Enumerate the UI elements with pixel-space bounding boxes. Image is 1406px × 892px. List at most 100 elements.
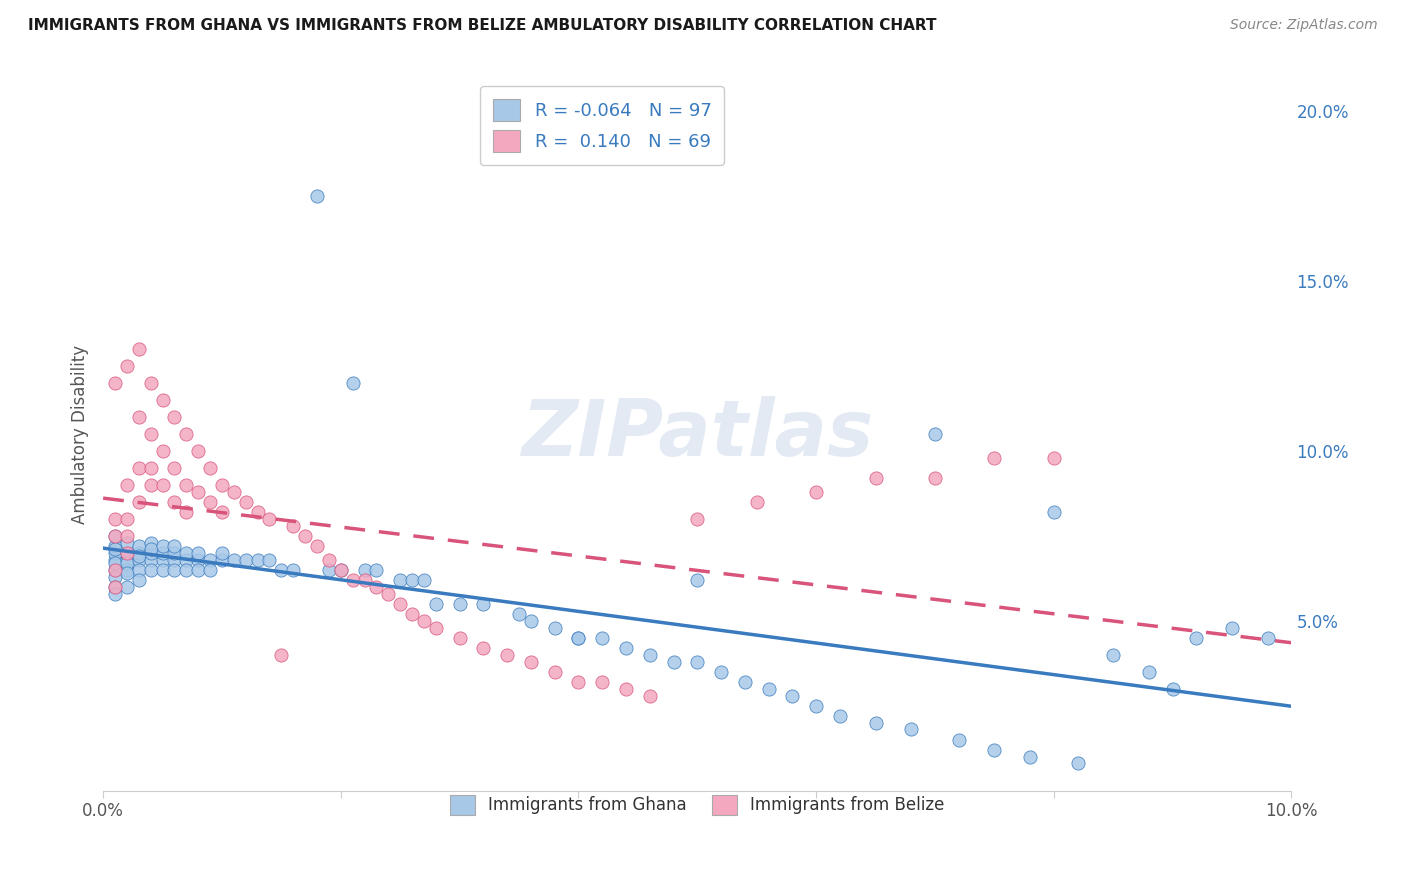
Point: [163, 410, 186, 425]
Point: [329, 563, 352, 577]
Point: [152, 539, 174, 553]
Point: [176, 478, 198, 492]
Point: [211, 552, 233, 566]
Point: [401, 607, 423, 621]
Point: [353, 563, 375, 577]
Point: [152, 392, 174, 407]
Point: [342, 573, 364, 587]
Point: [187, 552, 209, 566]
Point: [318, 563, 340, 577]
Point: [104, 563, 127, 577]
Point: [591, 674, 613, 689]
Legend: Immigrants from Ghana, Immigrants from Belize: Immigrants from Ghana, Immigrants from B…: [440, 785, 955, 825]
Point: [115, 580, 138, 594]
Point: [804, 698, 827, 713]
Point: [389, 597, 412, 611]
Point: [305, 189, 328, 203]
Point: [128, 573, 150, 587]
Point: [425, 621, 447, 635]
Point: [128, 495, 150, 509]
Point: [318, 552, 340, 566]
Point: [638, 648, 661, 662]
Point: [104, 580, 127, 594]
Point: [152, 478, 174, 492]
Point: [128, 549, 150, 564]
Point: [389, 573, 412, 587]
Point: [591, 631, 613, 645]
Point: [662, 655, 685, 669]
Point: [259, 552, 281, 566]
Point: [924, 471, 946, 485]
Point: [115, 359, 138, 373]
Point: [686, 655, 709, 669]
Point: [139, 546, 162, 560]
Point: [270, 563, 292, 577]
Point: [1220, 621, 1243, 635]
Point: [329, 563, 352, 577]
Point: [211, 478, 233, 492]
Point: [270, 648, 292, 662]
Point: [139, 461, 162, 475]
Point: [734, 674, 756, 689]
Point: [187, 444, 209, 458]
Point: [139, 535, 162, 549]
Point: [413, 614, 436, 628]
Point: [401, 573, 423, 587]
Point: [425, 597, 447, 611]
Point: [115, 546, 138, 560]
Point: [235, 552, 257, 566]
Point: [115, 512, 138, 526]
Point: [1019, 749, 1042, 764]
Point: [104, 556, 127, 570]
Point: [294, 529, 316, 543]
Point: [187, 563, 209, 577]
Point: [1185, 631, 1208, 645]
Point: [377, 587, 399, 601]
Point: [104, 539, 127, 553]
Text: Source: ZipAtlas.com: Source: ZipAtlas.com: [1230, 18, 1378, 32]
Point: [163, 546, 186, 560]
Point: [104, 563, 127, 577]
Point: [104, 552, 127, 566]
Point: [115, 546, 138, 560]
Point: [865, 471, 887, 485]
Point: [865, 715, 887, 730]
Point: [198, 552, 221, 566]
Point: [152, 444, 174, 458]
Point: [1102, 648, 1125, 662]
Point: [520, 655, 543, 669]
Point: [924, 427, 946, 442]
Point: [115, 535, 138, 549]
Point: [567, 631, 589, 645]
Point: [567, 674, 589, 689]
Point: [496, 648, 519, 662]
Point: [115, 556, 138, 570]
Point: [614, 640, 637, 655]
Point: [152, 563, 174, 577]
Text: IMMIGRANTS FROM GHANA VS IMMIGRANTS FROM BELIZE AMBULATORY DISABILITY CORRELATIO: IMMIGRANTS FROM GHANA VS IMMIGRANTS FROM…: [28, 18, 936, 33]
Point: [128, 546, 150, 560]
Point: [115, 566, 138, 581]
Point: [163, 539, 186, 553]
Point: [508, 607, 530, 621]
Point: [104, 542, 127, 557]
Point: [686, 573, 709, 587]
Point: [104, 587, 127, 601]
Point: [128, 410, 150, 425]
Point: [283, 563, 305, 577]
Point: [115, 529, 138, 543]
Point: [366, 563, 388, 577]
Point: [176, 546, 198, 560]
Point: [520, 614, 543, 628]
Point: [163, 461, 186, 475]
Point: [948, 732, 970, 747]
Point: [1042, 505, 1064, 519]
Point: [139, 542, 162, 557]
Point: [211, 546, 233, 560]
Point: [638, 689, 661, 703]
Point: [686, 512, 709, 526]
Point: [413, 573, 436, 587]
Point: [139, 427, 162, 442]
Point: [1137, 665, 1160, 679]
Point: [828, 709, 851, 723]
